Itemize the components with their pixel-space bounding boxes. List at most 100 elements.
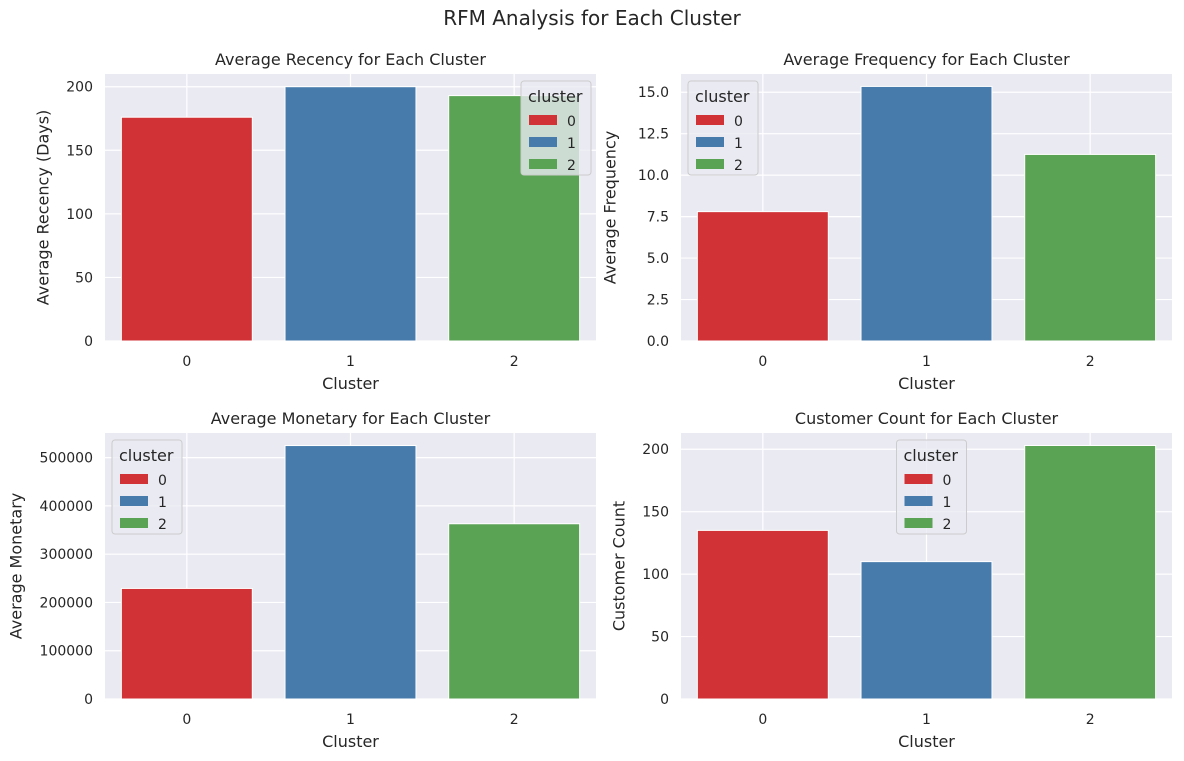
legend: cluster 0 1 2: [111, 439, 183, 535]
legend-label-1: 1: [734, 136, 743, 152]
bar-cluster-2: [1024, 444, 1157, 700]
y-tick-label: 400000: [40, 499, 93, 515]
legend-swatch-0: [904, 474, 933, 484]
chart-panel-3: 0 50 100 150 200 0 1 2 Customer Count for Each C…: [609, 409, 1172, 751]
legend-title: cluster: [528, 87, 583, 106]
legend-swatch-1: [904, 496, 933, 506]
y-tick-label: 0: [84, 692, 93, 708]
legend-label-0: 0: [943, 473, 952, 489]
chart-panel-1: 0.0 2.5 5.0 7.5 10.0 12.5 15.0 0 1 2 Average Frequ…: [600, 50, 1172, 393]
x-tick-label: 0: [758, 712, 767, 728]
bar-cluster-0: [120, 116, 253, 342]
x-axis-label: Cluster: [898, 732, 955, 751]
x-tick-label: 1: [922, 712, 931, 728]
legend-title: cluster: [904, 446, 959, 465]
legend-swatch-1: [696, 137, 724, 147]
legend-label-0: 0: [567, 114, 576, 130]
legend-box: [520, 80, 592, 176]
x-tick-label: 1: [922, 354, 931, 370]
bar-cluster-1: [860, 85, 993, 342]
y-tick-label: 12.5: [638, 127, 669, 143]
legend-label-1: 1: [943, 495, 952, 511]
legend-title: cluster: [119, 446, 174, 465]
subplot-title: Average Recency for Each Cluster: [215, 50, 486, 69]
legend-swatch-2: [120, 518, 148, 528]
y-tick-label: 150: [642, 505, 669, 521]
legend-label-2: 2: [158, 517, 167, 533]
legend-swatch-2: [529, 159, 557, 169]
y-tick-label: 50: [75, 270, 93, 286]
y-tick-label: 0: [84, 334, 93, 350]
figure-title: RFM Analysis for Each Cluster: [443, 6, 741, 30]
legend-swatch-0: [696, 115, 724, 125]
x-tick-label: 2: [1086, 712, 1095, 728]
y-tick-label: 0.0: [647, 334, 669, 350]
x-axis-label: Cluster: [322, 374, 379, 393]
legend-label-1: 1: [158, 495, 167, 511]
y-tick-label: 300000: [40, 547, 93, 563]
x-tick-label: 1: [346, 354, 355, 370]
y-tick-label: 200: [66, 80, 93, 96]
legend: cluster 0 1 2: [687, 80, 759, 176]
x-axis-label: Cluster: [322, 732, 379, 751]
bar-cluster-0: [696, 211, 829, 342]
y-axis-label: Average Frequency: [600, 131, 619, 284]
legend: cluster 0 1 2: [520, 80, 592, 176]
x-tick-label: 2: [510, 712, 519, 728]
y-tick-label: 500000: [40, 451, 93, 467]
y-tick-label: 200000: [40, 595, 93, 611]
y-tick-label: 10.0: [638, 168, 669, 184]
legend-label-2: 2: [943, 517, 952, 533]
y-axis-label: Customer Count: [609, 501, 628, 631]
legend-label-0: 0: [158, 473, 167, 489]
subplot-title: Customer Count for Each Cluster: [795, 409, 1059, 428]
y-tick-label: 2.5: [647, 293, 669, 309]
legend-box: [111, 439, 183, 535]
y-tick-label: 5.0: [647, 251, 669, 267]
legend-box: [896, 439, 967, 535]
bar-cluster-0: [696, 529, 829, 700]
y-tick-label: 100: [66, 207, 93, 223]
legend-label-2: 2: [567, 158, 576, 174]
x-tick-label: 2: [1086, 354, 1095, 370]
y-tick-label: 100000: [40, 644, 93, 660]
y-tick-label: 200: [642, 442, 669, 458]
x-axis-label: Cluster: [898, 374, 955, 393]
chart-panel-0: 0 50 100 150 200 0 1 2 Average Recency for Each …: [33, 50, 596, 393]
legend-box: [687, 80, 759, 176]
legend-title: cluster: [695, 87, 750, 106]
legend-swatch-2: [696, 159, 724, 169]
subplot-title: Average Frequency for Each Cluster: [783, 50, 1070, 69]
x-tick-label: 0: [758, 354, 767, 370]
bar-cluster-1: [284, 445, 417, 700]
y-axis-label: Average Recency (Days): [33, 110, 52, 306]
bar-cluster-1: [860, 561, 993, 700]
y-tick-label: 0: [660, 692, 669, 708]
bar-cluster-2: [1024, 153, 1157, 342]
bar-cluster-2: [448, 523, 581, 700]
legend-swatch-1: [529, 137, 557, 147]
y-tick-label: 50: [651, 630, 669, 646]
legend: cluster 0 1 2: [896, 439, 967, 535]
y-tick-label: 15.0: [638, 85, 669, 101]
y-tick-label: 100: [642, 567, 669, 583]
bar-cluster-0: [120, 587, 253, 700]
y-tick-label: 150: [66, 143, 93, 159]
bar-cluster-1: [284, 86, 417, 342]
legend-swatch-1: [120, 496, 148, 506]
x-tick-label: 1: [346, 712, 355, 728]
y-axis-label: Average Monetary: [7, 493, 26, 640]
legend-swatch-2: [904, 518, 933, 528]
y-tick-label: 7.5: [647, 210, 669, 226]
legend-swatch-0: [529, 115, 557, 125]
chart-panel-2: 0 100000 200000 300000 400000 500000 0 1 2 Averag…: [7, 409, 596, 751]
legend-label-2: 2: [734, 158, 743, 174]
legend-label-0: 0: [734, 114, 743, 130]
x-tick-label: 0: [182, 712, 191, 728]
legend-label-1: 1: [567, 136, 576, 152]
subplot-title: Average Monetary for Each Cluster: [211, 409, 491, 428]
legend-swatch-0: [120, 474, 148, 484]
x-tick-label: 0: [182, 354, 191, 370]
